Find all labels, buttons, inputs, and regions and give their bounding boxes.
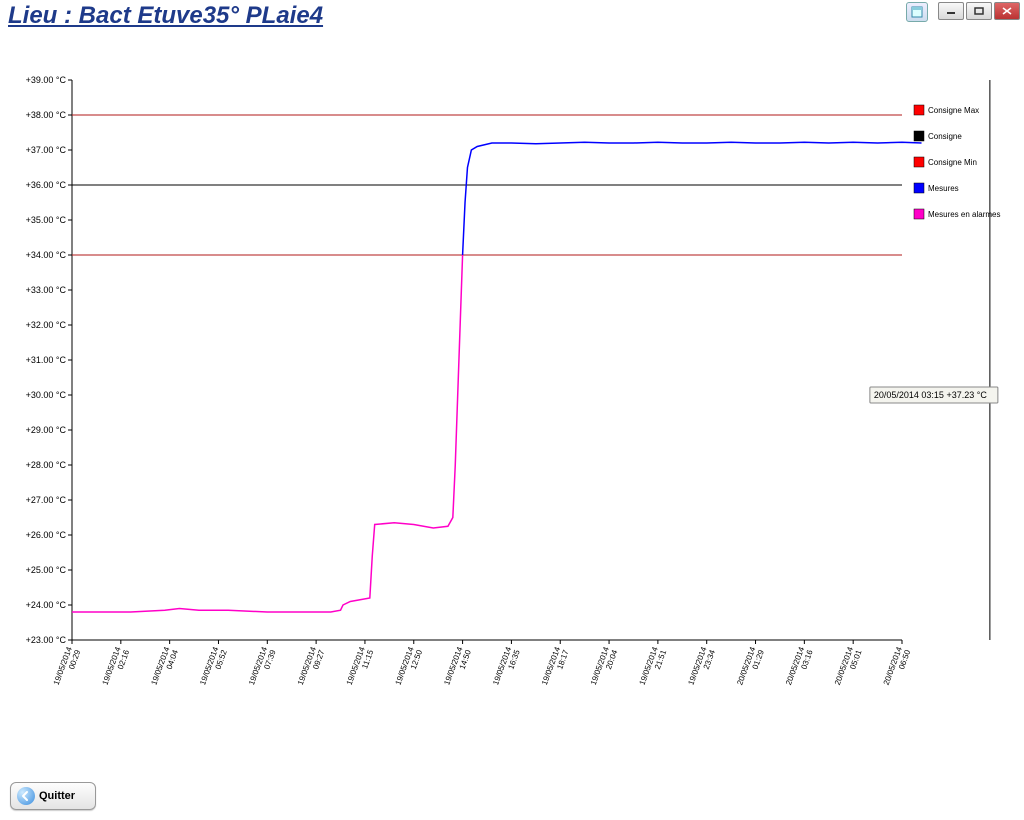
svg-text:+29.00 °C: +29.00 °C [26, 425, 67, 435]
svg-text:Mesures en alarmes: Mesures en alarmes [928, 210, 1000, 219]
svg-text:Consigne: Consigne [928, 132, 962, 141]
svg-text:19/05/201423:34: 19/05/201423:34 [686, 645, 717, 689]
svg-text:20/05/201401:29: 20/05/201401:29 [735, 645, 766, 689]
svg-text:+36.00 °C: +36.00 °C [26, 180, 67, 190]
svg-text:19/05/201418:17: 19/05/201418:17 [540, 645, 571, 689]
svg-text:+32.00 °C: +32.00 °C [26, 320, 67, 330]
minimize-button[interactable] [938, 2, 964, 20]
svg-text:+24.00 °C: +24.00 °C [26, 600, 67, 610]
quit-button[interactable]: Quitter [10, 782, 96, 810]
svg-text:+39.00 °C: +39.00 °C [26, 75, 67, 85]
window-controls [906, 2, 1020, 22]
svg-text:19/05/201407:39: 19/05/201407:39 [247, 645, 278, 689]
svg-text:20/05/201405:01: 20/05/201405:01 [833, 645, 864, 689]
svg-text:19/05/201421:51: 19/05/201421:51 [638, 645, 669, 689]
temperature-chart[interactable]: +23.00 °C +24.00 °C +25.00 °C +26.00 °C +27.… [10, 70, 1014, 740]
svg-text:19/05/201416:35: 19/05/201416:35 [491, 645, 522, 689]
svg-text:19/05/201420:04: 19/05/201420:04 [589, 645, 620, 689]
svg-text:+25.00 °C: +25.00 °C [26, 565, 67, 575]
svg-text:20/05/2014 03:15 +37.23 °C: 20/05/2014 03:15 +37.23 °C [874, 390, 987, 400]
svg-text:+31.00 °C: +31.00 °C [26, 355, 67, 365]
svg-text:20/05/201406:50: 20/05/201406:50 [882, 645, 913, 689]
svg-text:Consigne Max: Consigne Max [928, 106, 979, 115]
svg-text:19/05/201402:16: 19/05/201402:16 [101, 645, 132, 689]
page-title: Lieu : Bact Etuve35° PLaie4 [8, 2, 323, 30]
svg-text:+33.00 °C: +33.00 °C [26, 285, 67, 295]
chart-container: +23.00 °C +24.00 °C +25.00 °C +26.00 °C +27.… [10, 70, 1014, 740]
maximize-button[interactable] [966, 2, 992, 20]
svg-text:19/05/201404:04: 19/05/201404:04 [149, 645, 180, 689]
svg-text:+35.00 °C: +35.00 °C [26, 215, 67, 225]
svg-text:+23.00 °C: +23.00 °C [26, 635, 67, 645]
svg-text:+37.00 °C: +37.00 °C [26, 145, 67, 155]
svg-text:+38.00 °C: +38.00 °C [26, 110, 67, 120]
svg-text:+26.00 °C: +26.00 °C [26, 530, 67, 540]
svg-text:19/05/201412:50: 19/05/201412:50 [393, 645, 424, 689]
close-button[interactable] [994, 2, 1020, 20]
svg-text:20/05/201403:16: 20/05/201403:16 [784, 645, 815, 689]
page-icon[interactable] [906, 2, 928, 22]
svg-text:19/05/201405:52: 19/05/201405:52 [198, 645, 229, 689]
back-arrow-icon [17, 787, 35, 805]
svg-text:19/05/201414:50: 19/05/201414:50 [442, 645, 473, 689]
svg-text:Consigne Min: Consigne Min [928, 158, 977, 167]
svg-text:+28.00 °C: +28.00 °C [26, 460, 67, 470]
quit-button-label: Quitter [39, 790, 75, 802]
svg-text:+34.00 °C: +34.00 °C [26, 250, 67, 260]
svg-text:+30.00 °C: +30.00 °C [26, 390, 67, 400]
svg-text:+27.00 °C: +27.00 °C [26, 495, 67, 505]
svg-text:19/05/201409:27: 19/05/201409:27 [296, 645, 327, 689]
svg-text:19/05/201411:15: 19/05/201411:15 [345, 645, 376, 689]
svg-text:Mesures: Mesures [928, 184, 959, 193]
svg-text:19/05/201400:29: 19/05/201400:29 [52, 645, 83, 689]
